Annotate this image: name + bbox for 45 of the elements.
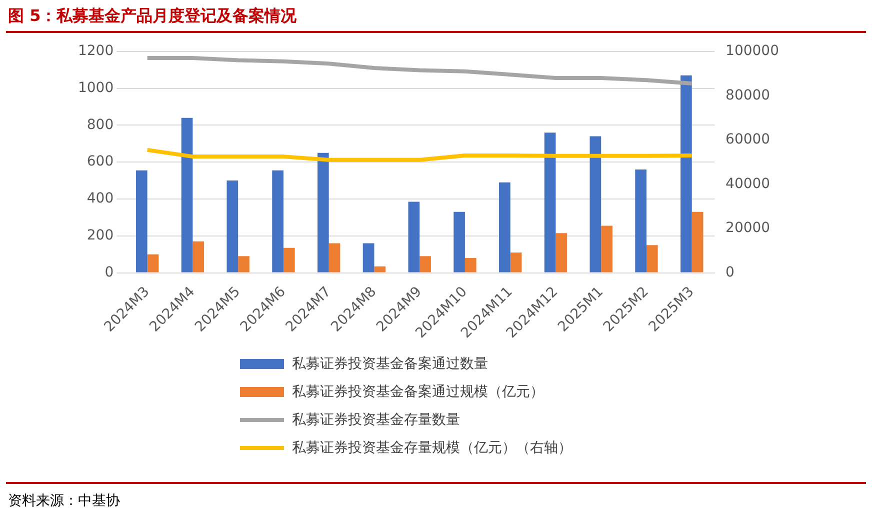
y-tick-label: 200 bbox=[86, 228, 114, 244]
y-tick-label: 400 bbox=[86, 190, 114, 207]
bar bbox=[601, 226, 612, 272]
y2-tick-label: 20000 bbox=[726, 220, 770, 236]
bar bbox=[181, 118, 193, 272]
y-tick-label: 1200 bbox=[78, 43, 114, 60]
bar bbox=[680, 75, 692, 272]
bar bbox=[374, 266, 386, 272]
bar bbox=[499, 182, 510, 272]
bar bbox=[692, 212, 704, 272]
bar bbox=[510, 252, 522, 272]
bar bbox=[544, 132, 556, 272]
bar bbox=[362, 243, 374, 272]
y-tick-label: 800 bbox=[86, 116, 114, 133]
bar bbox=[136, 170, 148, 272]
legend-label: 私募证券投资基金存量规模（亿元）（右轴） bbox=[292, 439, 572, 457]
text: 资料来源：中基协 bbox=[8, 492, 120, 510]
bar bbox=[192, 241, 204, 272]
bar bbox=[272, 170, 284, 272]
bar bbox=[590, 136, 602, 272]
bar bbox=[328, 243, 340, 272]
legend-label: 私募证券投资基金备案通过数量 bbox=[292, 355, 488, 373]
bar bbox=[147, 254, 159, 272]
bar bbox=[646, 245, 658, 272]
chart-title: 图 5：私募基金产品月度登记及备案情况 bbox=[8, 6, 297, 27]
y2-tick-label: 60000 bbox=[726, 132, 770, 148]
bar bbox=[408, 202, 420, 272]
y2-tick-label: 0 bbox=[726, 264, 734, 280]
bar bbox=[556, 233, 568, 272]
bar bbox=[317, 152, 329, 272]
bar bbox=[226, 180, 238, 272]
bar bbox=[283, 248, 295, 272]
bar bbox=[238, 256, 250, 272]
y-tick-label: 600 bbox=[86, 154, 114, 170]
bar bbox=[454, 212, 465, 272]
y2-tick-label: 100000 bbox=[726, 43, 780, 60]
y2-tick-label: 40000 bbox=[726, 176, 770, 192]
bar bbox=[464, 258, 476, 272]
bar bbox=[635, 169, 646, 272]
legend-label: 私募证券投资基金备案通过规模（亿元） bbox=[292, 383, 544, 401]
bar bbox=[420, 256, 431, 272]
y-tick-label: 0 bbox=[104, 264, 114, 280]
y2-tick-label: 80000 bbox=[726, 87, 770, 104]
y-tick-label: 1000 bbox=[78, 80, 114, 96]
legend-label: 私募证券投资基金存量数量 bbox=[292, 411, 460, 429]
